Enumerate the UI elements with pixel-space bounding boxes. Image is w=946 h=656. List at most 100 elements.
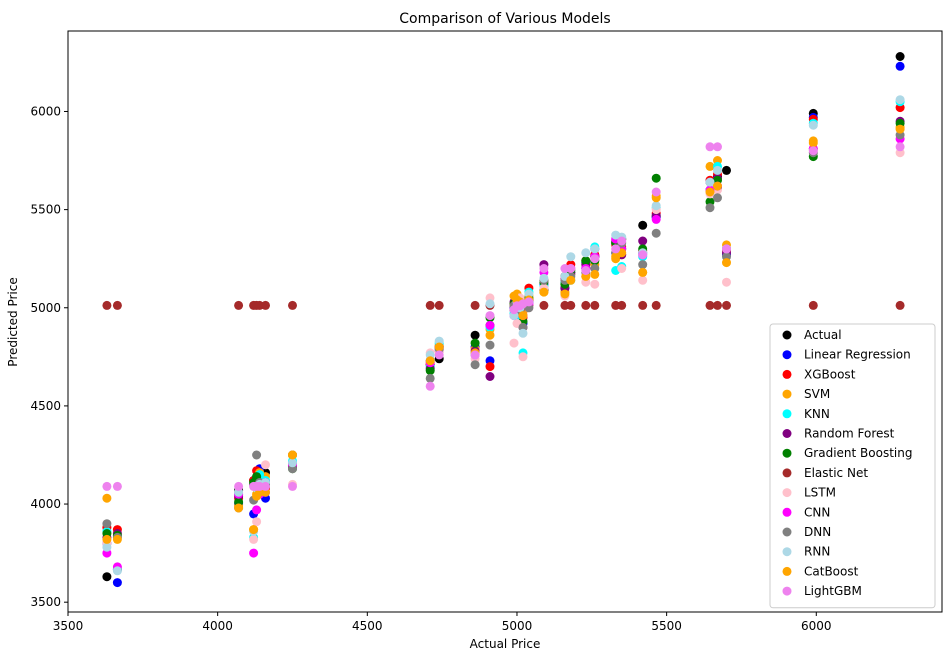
point-actual	[638, 220, 648, 230]
x-tick-label: 5500	[651, 619, 682, 633]
point-lstm	[261, 460, 270, 470]
point-rnn	[102, 542, 112, 552]
legend-marker	[782, 566, 792, 576]
point-lightgbm	[234, 481, 244, 491]
point-catboost	[434, 342, 444, 352]
point-lightgbm	[434, 350, 444, 360]
y-tick-label: 5500	[30, 203, 61, 217]
point-elastic-net	[581, 300, 591, 310]
point-rnn	[808, 120, 818, 130]
legend-label: Gradient Boosting	[804, 446, 912, 460]
point-dnn	[651, 228, 661, 238]
point-catboost	[590, 269, 600, 279]
point-dnn	[102, 519, 112, 529]
y-axis: 3500 4000 4500 5000 5500 6000	[30, 104, 68, 609]
point-random-forest	[638, 236, 648, 246]
point-rnn	[713, 165, 722, 175]
point-cnn	[249, 548, 259, 558]
point-xgboost	[485, 362, 495, 372]
point-lstm	[638, 275, 648, 285]
point-gradient-boosting	[470, 338, 480, 348]
point-actual	[470, 330, 480, 340]
point-lstm	[722, 277, 731, 287]
point-dnn	[425, 373, 435, 383]
legend-label: CatBoost	[804, 564, 859, 578]
point-lstm	[509, 338, 519, 348]
legend-marker	[782, 369, 792, 379]
legend-label: DNN	[804, 525, 831, 539]
point-lightgbm	[485, 311, 495, 321]
legend-label: RNN	[804, 545, 830, 559]
legend-label: Elastic Net	[804, 466, 868, 480]
point-elastic-net	[808, 300, 818, 310]
point-lightgbm	[425, 381, 435, 391]
point-rnn	[651, 201, 661, 211]
point-elastic-net	[713, 300, 722, 310]
point-elastic-net	[425, 300, 435, 310]
point-rnn	[518, 328, 528, 338]
point-rnn	[581, 248, 591, 258]
legend-label: LSTM	[804, 486, 836, 500]
point-lightgbm	[617, 236, 627, 246]
point-elastic-net	[705, 300, 715, 310]
legend-marker	[782, 547, 792, 557]
point-lightgbm	[713, 142, 722, 152]
point-rnn	[288, 458, 297, 468]
point-rnn	[566, 252, 576, 262]
point-lightgbm	[102, 481, 112, 491]
point-lstm	[617, 264, 627, 273]
point-elastic-net	[566, 300, 576, 310]
point-actual	[722, 165, 731, 175]
x-tick-label: 4000	[202, 619, 233, 633]
point-lightgbm	[895, 142, 905, 152]
legend-marker	[782, 389, 792, 399]
point-catboost	[722, 258, 731, 268]
point-dnn	[252, 450, 262, 460]
point-lstm	[590, 279, 600, 289]
point-dnn	[705, 203, 715, 213]
x-tick-label: 4500	[352, 619, 383, 633]
y-tick-label: 4000	[30, 497, 61, 511]
point-cnn	[485, 320, 495, 330]
point-lstm	[252, 517, 262, 527]
point-elastic-net	[434, 300, 444, 310]
point-cnn	[252, 505, 262, 515]
point-svm	[102, 493, 112, 503]
point-lightgbm	[566, 264, 576, 273]
point-gradient-boosting	[425, 366, 435, 376]
point-elastic-net	[617, 300, 627, 310]
point-catboost	[560, 289, 570, 299]
point-elastic-net	[638, 300, 648, 310]
point-lightgbm	[722, 244, 731, 254]
legend-label: CNN	[804, 505, 830, 519]
point-rnn	[895, 95, 905, 105]
point-catboost	[895, 124, 905, 134]
point-elastic-net	[895, 300, 905, 310]
legend: Actual Linear Regression XGBoost SVM KNN Rand…	[769, 323, 936, 609]
y-tick-label: 3500	[30, 595, 61, 609]
point-lightgbm	[112, 481, 122, 491]
point-actual	[895, 52, 905, 61]
legend-marker	[782, 429, 792, 438]
point-catboost	[713, 181, 722, 191]
point-catboost	[249, 525, 259, 535]
point-lightgbm	[638, 250, 648, 260]
point-dnn	[485, 340, 495, 350]
point-lightgbm	[539, 264, 549, 273]
point-catboost	[705, 187, 715, 197]
legend-marker	[782, 586, 792, 596]
point-catboost	[288, 450, 297, 460]
point-elastic-net	[470, 300, 480, 310]
chart-title: Comparison of Various Models	[399, 11, 610, 27]
point-lightgbm	[590, 254, 600, 264]
point-elastic-net	[722, 300, 731, 310]
y-tick-label: 5000	[30, 301, 61, 315]
point-lightgbm	[261, 481, 270, 491]
data-points	[102, 52, 905, 588]
point-lightgbm	[581, 266, 591, 275]
point-catboost	[102, 534, 112, 544]
point-rnn	[705, 177, 715, 187]
legend-box	[769, 323, 936, 609]
legend-marker	[782, 350, 792, 360]
